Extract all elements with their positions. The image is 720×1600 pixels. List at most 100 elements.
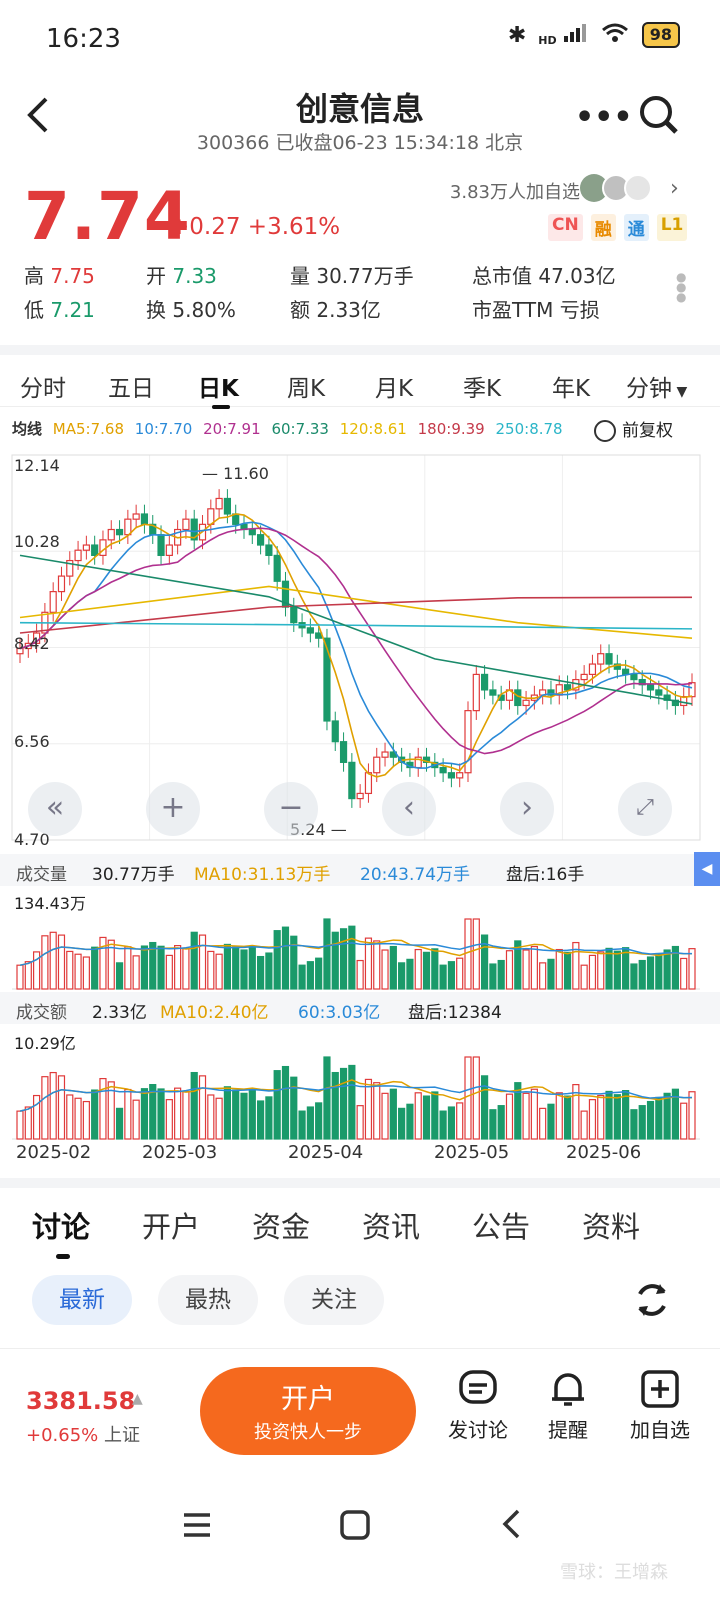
low-value: 7.21 [50, 298, 95, 322]
candle [57, 575, 66, 593]
zoom-out-icon[interactable]: − [264, 782, 318, 836]
ma-item: 120:8.61 [339, 420, 407, 438]
bar [41, 1076, 49, 1140]
tab-announcements[interactable]: 公告 [472, 1210, 531, 1244]
tab-quarterly[interactable]: 季K [463, 376, 502, 402]
post-button[interactable]: 发讨论 [438, 1369, 518, 1443]
market-cap: 总市值 47.03亿 [472, 264, 616, 288]
ma180-line [19, 596, 693, 634]
search-icon[interactable] [638, 94, 680, 140]
bar [57, 1075, 66, 1140]
zoom-in-icon[interactable]: + [146, 782, 200, 836]
ma-legend: 均线 MA5:7.68 10:7.70 20:7.91 60:7.33 120:… [12, 420, 563, 438]
bar [232, 1089, 240, 1140]
bar [563, 951, 572, 990]
candle [364, 772, 373, 795]
price-change: +0.27 +3.61% [170, 214, 341, 240]
ma20-line [19, 1084, 693, 1112]
zoom-out-left-icon[interactable]: « [28, 782, 82, 836]
fullscreen-icon[interactable]: ⤢ [618, 782, 672, 836]
volume-chart [12, 918, 700, 990]
alert-button[interactable]: 提醒 [528, 1369, 608, 1443]
bar [82, 956, 90, 990]
tab-yearly[interactable]: 年K [552, 376, 591, 402]
tab-minute[interactable]: 分钟 ▼ [626, 376, 688, 402]
tab-funds[interactable]: 资金 [252, 1210, 311, 1244]
tab-daily[interactable]: 日K [198, 376, 239, 402]
bar [240, 1092, 248, 1140]
tab-news[interactable]: 资讯 [362, 1210, 421, 1244]
bar [24, 961, 32, 990]
bar [290, 1076, 298, 1140]
collapse-panel-icon[interactable]: ◀ [694, 852, 720, 886]
tab-intraday[interactable]: 分时 [20, 376, 66, 402]
bar [339, 1067, 348, 1140]
bar [605, 947, 613, 990]
bar [306, 961, 314, 990]
menu-icon[interactable] [182, 1512, 212, 1542]
expand-dots-icon[interactable]: ● ● ● [676, 270, 687, 304]
bar [638, 1105, 646, 1140]
bar [281, 1065, 290, 1140]
follower-count[interactable]: 3.83万人加自选 [449, 182, 580, 203]
refresh-icon[interactable] [632, 1280, 672, 1324]
home-icon[interactable] [340, 1510, 370, 1544]
bar [149, 1084, 157, 1140]
scroll-right-icon[interactable]: › [500, 782, 554, 836]
bar [24, 1106, 32, 1140]
candle [132, 513, 140, 520]
x-tick: 2025-05 [434, 1142, 510, 1163]
tab-account[interactable]: 开户 [142, 1210, 201, 1244]
bar [572, 1084, 580, 1140]
bar [505, 1093, 514, 1140]
bar [406, 958, 414, 990]
tag-l1: L1 [656, 214, 688, 241]
scroll-left-icon[interactable]: ‹ [382, 782, 436, 836]
bar [588, 1099, 597, 1140]
ma-item: 60:7.33 [271, 420, 329, 438]
back-icon[interactable] [24, 96, 52, 138]
bar [323, 918, 331, 990]
follower-avatars[interactable] [580, 174, 660, 204]
filter-latest[interactable]: 最新 [32, 1275, 132, 1325]
bar [622, 947, 630, 990]
bar [356, 1105, 364, 1140]
index-value[interactable]: 3381.58 [26, 1387, 136, 1415]
bar [140, 1088, 149, 1140]
bar [489, 1109, 497, 1140]
open-account-button[interactable]: 开户 投资快人一步 [200, 1367, 416, 1455]
candle [456, 772, 464, 779]
open-value: 7.33 [172, 264, 217, 288]
tab-discuss[interactable]: 讨论 [32, 1210, 91, 1244]
bar [190, 931, 198, 990]
more-icon[interactable]: ••• [575, 100, 633, 135]
chevron-right-icon[interactable]: › [670, 176, 679, 201]
ma20-line [19, 942, 693, 966]
page-title: 创意信息 [295, 90, 424, 128]
filter-follow[interactable]: 关注 [284, 1275, 384, 1325]
candle [646, 684, 655, 691]
candle [140, 513, 149, 525]
tab-monthly[interactable]: 月K [375, 376, 414, 402]
back-nav-icon[interactable] [500, 1508, 522, 1544]
y-tick: 6.56 [14, 732, 50, 751]
discussion-tabs: 讨论 开户 资金 资讯 公告 资料 [0, 1178, 720, 1259]
bar [248, 945, 256, 990]
bar [530, 1088, 538, 1140]
adjust-button[interactable]: 前复权 [594, 416, 673, 442]
tab-5day[interactable]: 五日 [108, 376, 154, 402]
bar [398, 962, 406, 990]
bar [547, 1103, 555, 1140]
filter-hot[interactable]: 最热 [158, 1275, 258, 1325]
bottom-bar: 3381.58 ▲ +0.65% 上证 开户 投资快人一步 发讨论 提醒 加自选 [0, 1348, 720, 1473]
watermark: 雪球：王增森 [560, 1562, 668, 1583]
tab-weekly[interactable]: 周K [287, 376, 326, 402]
bar [339, 928, 348, 990]
add-watchlist-button[interactable]: 加自选 [620, 1369, 700, 1443]
bar [115, 962, 124, 990]
bar [149, 941, 157, 990]
bar [638, 959, 646, 990]
y-tick: 4.70 [14, 830, 50, 849]
candlestick-chart[interactable] [0, 450, 720, 850]
tab-profile[interactable]: 资料 [582, 1210, 641, 1244]
